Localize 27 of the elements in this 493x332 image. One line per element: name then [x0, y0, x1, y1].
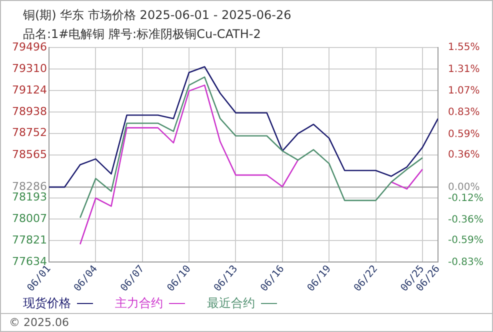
y-tick-label: 77821 — [12, 234, 47, 247]
y2-tick-label: 1.55% — [448, 42, 480, 54]
y2-tick-label: -0.59% — [448, 235, 484, 246]
y2-tick-label: -0.12% — [448, 192, 484, 204]
legend-label: 最近合约 — [207, 295, 255, 312]
y-tick-label: 78938 — [12, 104, 47, 118]
text: © 2025.06 — [9, 316, 69, 329]
y-tick-label: 78286 — [12, 180, 47, 193]
y-tick-label: 79310 — [12, 62, 47, 75]
y2-tick-label: 1.07% — [448, 85, 480, 96]
y2-tick-label: 0.00% — [448, 182, 480, 193]
y-tick-label: 78193 — [12, 190, 47, 204]
chart-title: 铜(期) 华东 市场价格 2025-06-01 - 2025-06-26 — [23, 7, 292, 24]
y2-tick-label: -0.83% — [448, 256, 484, 268]
y-tick-label: 79124 — [12, 83, 47, 96]
y2-tick-label: 0.59% — [448, 128, 480, 140]
y2-tick-label: 0.36% — [448, 150, 480, 161]
chart-subtitle: 品名:1#电解铜 牌号:标准阴极铜Cu-CATH-2 — [23, 26, 261, 42]
y2-tick-label: 0.83% — [448, 107, 480, 118]
y-tick-label: 78565 — [12, 148, 47, 161]
y-tick-label: 78007 — [12, 212, 47, 226]
y-tick-label: 78752 — [12, 126, 47, 140]
y2-tick-label: -0.36% — [448, 214, 484, 226]
legend-label: 主力合约 — [115, 295, 163, 312]
y-tick-label: 79496 — [12, 40, 47, 54]
y2-tick-label: 1.31% — [448, 64, 480, 75]
legend-label: 现货价格 — [23, 295, 71, 312]
